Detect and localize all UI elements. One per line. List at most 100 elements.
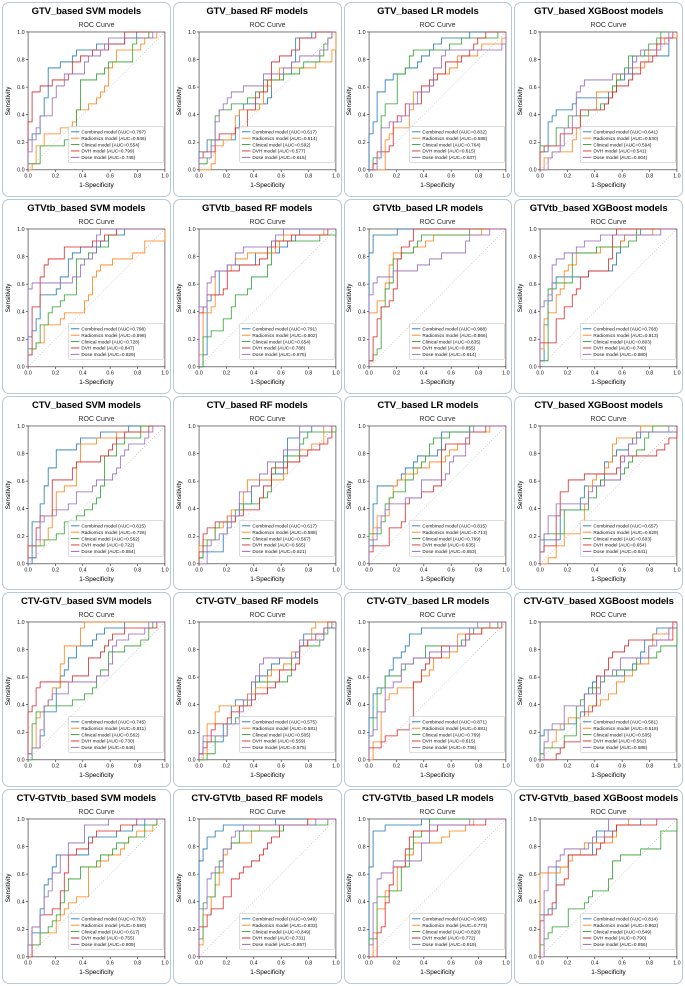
y-tick-label: 0.8 bbox=[17, 845, 24, 851]
y-tick-label: 0.0 bbox=[188, 168, 195, 174]
legend-label: Combined model (AUC=0.791) bbox=[252, 326, 317, 331]
subplot-title: GTVtb_based XGBoost models bbox=[529, 202, 668, 214]
y-axis-label: Sensitivity bbox=[176, 873, 183, 903]
legend-label: DVH model (AUC=0.577) bbox=[252, 149, 305, 154]
x-tick-label: 0.4 bbox=[420, 961, 427, 967]
x-axis-label: 1-Specificity bbox=[79, 182, 114, 189]
roc-curve-dvh bbox=[539, 228, 678, 367]
y-tick-label: 0.6 bbox=[359, 872, 366, 878]
y-tick-label: 1.0 bbox=[359, 620, 366, 626]
y-axis-label: Sensitivity bbox=[346, 479, 353, 509]
axes-frame bbox=[27, 425, 166, 564]
y-tick-label: 0.2 bbox=[188, 140, 195, 146]
roc-curve-combined bbox=[369, 31, 507, 170]
y-axis-label: Sensitivity bbox=[517, 479, 524, 509]
legend-label: Radiomics model (AUC=0.530) bbox=[594, 136, 659, 141]
x-tick-label: 0.0 bbox=[24, 173, 31, 179]
axes-frame bbox=[27, 818, 166, 958]
y-tick-label: 0.6 bbox=[188, 675, 195, 681]
x-tick-label: 1.0 bbox=[161, 173, 168, 179]
x-tick-label: 0.8 bbox=[475, 961, 482, 967]
roc-curve-dvh bbox=[27, 31, 165, 170]
x-tick-label: 0.8 bbox=[646, 764, 653, 770]
plot-inner-title: ROC Curve bbox=[420, 219, 456, 226]
y-tick-label: 0.4 bbox=[529, 900, 536, 906]
x-tick-label: 0.0 bbox=[366, 961, 373, 967]
y-tick-label: 1.0 bbox=[188, 620, 195, 626]
y-tick-label: 0.0 bbox=[188, 955, 195, 961]
y-tick-label: 0.4 bbox=[359, 113, 366, 119]
plot-inner-title: ROC Curve bbox=[420, 22, 456, 29]
y-tick-label: 0.4 bbox=[17, 900, 24, 906]
x-tick-label: 0.6 bbox=[106, 764, 113, 770]
y-tick-label: 0.2 bbox=[359, 927, 366, 933]
axes-frame bbox=[198, 622, 336, 761]
legend-label: Dose model (AUC=0.646) bbox=[81, 745, 135, 750]
legend-label: Radiomics model (AUC=0.629) bbox=[594, 529, 659, 534]
y-axis-label: Sensitivity bbox=[346, 86, 353, 116]
plot-inner-title: ROC Curve bbox=[591, 22, 627, 29]
x-tick-label: 0.6 bbox=[277, 567, 284, 573]
y-tick-label: 0.0 bbox=[17, 365, 24, 371]
x-tick-label: 0.0 bbox=[366, 173, 373, 179]
x-tick-label: 0.8 bbox=[134, 764, 141, 770]
y-tick-label: 0.8 bbox=[359, 845, 366, 851]
subplot-title: CTV-GTV_based XGBoost models bbox=[523, 596, 674, 608]
legend-label: Combined model (AUC=0.798) bbox=[81, 326, 146, 331]
legend-label: Radiomics model (AUC=0.726) bbox=[81, 529, 146, 534]
legend-label: Radiomics model (AUC=0.862) bbox=[594, 923, 659, 928]
x-axis-label: 1-Specificity bbox=[591, 969, 626, 976]
legend-label: Clinical model (AUC=0.603) bbox=[594, 536, 652, 541]
legend-label: Clinical model (AUC=0.769) bbox=[423, 733, 481, 738]
x-tick-label: 0.4 bbox=[79, 567, 86, 573]
legend-label: Combined model (AUC=0.763) bbox=[81, 917, 146, 922]
x-tick-label: 0.2 bbox=[52, 764, 59, 770]
roc-curve-dose bbox=[27, 31, 165, 170]
roc-curve-clinical bbox=[27, 31, 165, 170]
roc-plot-svg: ROC Curve 0.00.0 0.2 0.2 0.4 0.4 0.6 0.6 0.8 0.8 1… bbox=[5, 612, 169, 779]
y-tick-label: 0.0 bbox=[529, 365, 536, 371]
y-tick-label: 0.8 bbox=[529, 254, 536, 260]
legend-label: Dose model (AUC=0.588) bbox=[594, 745, 648, 750]
roc-curve-dose bbox=[27, 228, 165, 367]
x-tick-label: 0.6 bbox=[448, 961, 455, 967]
roc-curve-dose bbox=[198, 31, 336, 170]
roc-plot-svg: ROC Curve 0.00.0 0.2 0.2 0.4 0.4 0.6 0.6 0.8 0.8 1… bbox=[517, 416, 681, 583]
x-axis-label: 1-Specificity bbox=[250, 182, 285, 189]
roc-curve-clinical bbox=[27, 621, 165, 761]
y-tick-label: 0.8 bbox=[17, 254, 24, 260]
y-tick-label: 0.2 bbox=[529, 927, 536, 933]
roc-plot-svg: ROC Curve 0.00.0 0.2 0.2 0.4 0.4 0.6 0.6 0.8 0.8 1… bbox=[517, 219, 681, 386]
plot-inner-title: ROC Curve bbox=[78, 416, 114, 423]
y-tick-label: 0.6 bbox=[359, 282, 366, 288]
legend-label: Radiomics model (AUC=0.811) bbox=[81, 726, 146, 731]
legend-label: Combined model (AUC=0.797) bbox=[81, 129, 146, 134]
y-tick-label: 1.0 bbox=[359, 423, 366, 429]
legend: Combined model (AUC=0.871)Radiomics mode… bbox=[409, 716, 506, 753]
x-tick-label: 0.2 bbox=[52, 567, 59, 573]
plot-inner-title: ROC Curve bbox=[420, 416, 456, 423]
roc-subplot: GTV_based LR models ROC Curve 0.0 0.0 0.2 0.2… bbox=[343, 2, 513, 197]
x-tick-label: 0.8 bbox=[134, 173, 141, 179]
roc-plot-svg: ROC Curve 0.00.0 0.2 0.2 0.4 0.4 0.6 0.6 0.8 0.8 1… bbox=[346, 612, 510, 779]
x-axis-label: 1-Specificity bbox=[591, 575, 626, 582]
legend-label: Dose model (AUC=0.615) bbox=[252, 155, 306, 160]
roc-plot-svg: ROC Curve 0.00.0 0.2 0.2 0.4 0.4 0.6 0.6 0.8 0.8 1… bbox=[176, 612, 340, 779]
y-tick-label: 0.4 bbox=[17, 113, 24, 119]
y-tick-label: 0.6 bbox=[359, 479, 366, 485]
plot-inner-title: ROC Curve bbox=[249, 219, 285, 226]
roc-curve-dvh bbox=[369, 818, 507, 958]
roc-plot-svg: ROC Curve 0.00.0 0.2 0.2 0.4 0.4 0.6 0.6 0.8 0.8 1… bbox=[176, 219, 340, 386]
roc-curve-dose bbox=[369, 31, 507, 171]
roc-curve-combined bbox=[27, 425, 165, 564]
y-axis-label: Sensitivity bbox=[346, 873, 353, 903]
y-tick-label: 0.2 bbox=[188, 731, 195, 737]
legend-label: Radiomics model (AUC=0.580) bbox=[81, 923, 146, 928]
legend-label: Clinical model (AUC=0.505) bbox=[594, 733, 652, 738]
roc-subplot: CTV_based XGBoost models ROC Curve 0.0 0.0 0… bbox=[514, 395, 683, 591]
legend-label: Radiomics model (AUC=0.546) bbox=[81, 136, 146, 141]
roc-curve-clinical bbox=[369, 818, 507, 958]
x-tick-label: 0.2 bbox=[52, 370, 59, 376]
x-tick-label: 0.2 bbox=[564, 173, 571, 179]
x-tick-label: 0.0 bbox=[195, 764, 202, 770]
